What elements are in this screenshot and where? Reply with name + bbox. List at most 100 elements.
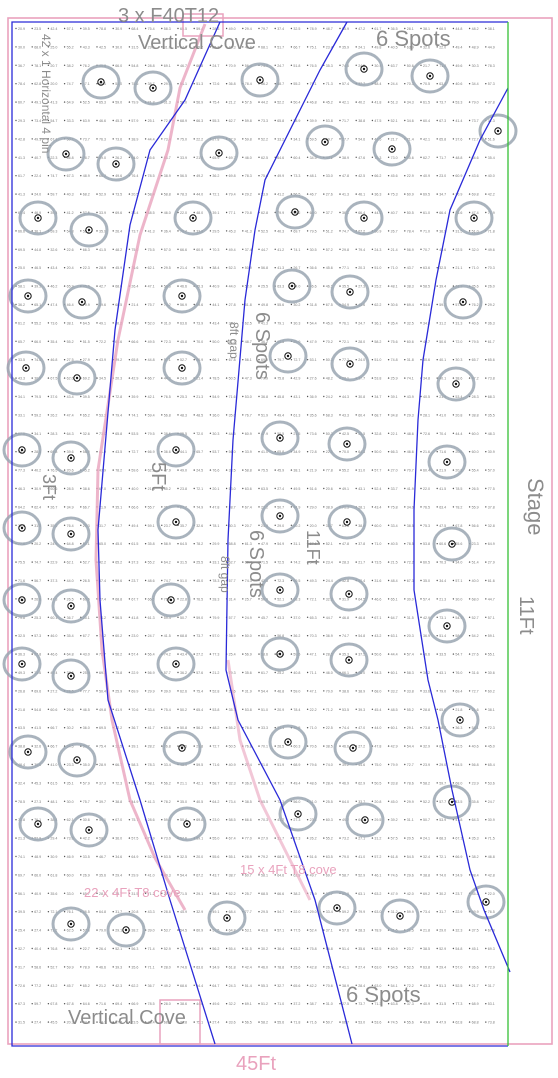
grid-point: [128, 690, 131, 692]
grid-point: [258, 708, 260, 710]
grid-point: [452, 745, 455, 747]
spot-fixture: [162, 278, 202, 314]
grid-value: 45.7: [261, 616, 268, 620]
grid-point: [485, 359, 487, 361]
grid-point: [144, 451, 147, 453]
grid-value: 35.4: [50, 340, 57, 344]
grid-value: 40.5: [391, 542, 398, 546]
grid-value: 44.8: [148, 358, 155, 362]
fixture-ring: [2, 582, 42, 618]
grid-value: 57.6: [310, 542, 317, 546]
grid-point: [420, 359, 422, 361]
grid-value: 34.5: [99, 377, 106, 381]
grid-value: 50.4: [293, 101, 300, 105]
grid-point: [387, 506, 390, 508]
label-dim-11ft-right: 11Ft: [515, 596, 537, 635]
grid-value: 48.8: [455, 156, 462, 160]
fixture-dot: [69, 674, 73, 678]
grid-point: [15, 690, 17, 692]
grid-value: 51.3: [196, 82, 203, 86]
grid-value: 78.6: [407, 781, 414, 785]
grid-value: 35.4: [391, 321, 398, 325]
grid-point: [128, 782, 131, 784]
grid-value: 32.9: [196, 910, 203, 914]
grid-value: 66.6: [180, 248, 187, 252]
grid-value: 71.3: [374, 1002, 381, 1006]
grid-value: 58.3: [293, 597, 300, 601]
grid-value: 65.3: [310, 616, 317, 620]
grid-value: 46.9: [245, 45, 252, 49]
grid-value: 56.9: [180, 303, 187, 307]
grid-value: 30.3: [293, 321, 300, 325]
grid-value: 63.6: [245, 487, 252, 491]
grid-value: 64.5: [358, 597, 365, 601]
grid-value: 38.9: [196, 947, 203, 951]
grid-value: 54.9: [212, 395, 219, 399]
grid-value: 77.3: [212, 653, 219, 657]
grid-point: [242, 947, 244, 950]
grid-point: [209, 156, 212, 158]
grid-value: 53.3: [455, 101, 462, 105]
grid-value: 71.0: [374, 542, 381, 546]
grid-value: 37.3: [115, 487, 122, 491]
grid-value: 38.4: [50, 818, 57, 822]
grid-point: [323, 1003, 325, 1005]
grid-point: [63, 46, 66, 48]
fixture-ring: [69, 812, 109, 848]
grid-point: [31, 819, 33, 821]
grid-value: 60.0: [472, 432, 479, 436]
grid-point: [80, 267, 82, 269]
grid-point: [436, 671, 438, 674]
grid-point: [371, 635, 374, 637]
grid-point: [452, 469, 455, 471]
fixture-ring: [2, 646, 42, 682]
grid-point: [96, 947, 98, 950]
grid-value: 29.2: [245, 193, 252, 197]
grid-value: 74.7: [67, 82, 74, 86]
grid-point: [274, 175, 276, 177]
grid-point: [452, 359, 455, 361]
grid-point: [31, 83, 33, 85]
grid-value: 57.7: [229, 579, 236, 583]
fixture-ring: [260, 420, 300, 456]
grid-value: 36.9: [326, 634, 333, 638]
grid-point: [306, 469, 309, 471]
grid-value: 57.0: [455, 965, 462, 969]
grid-value: 71.5: [180, 892, 187, 896]
grid-point: [258, 340, 260, 342]
grid-point: [258, 690, 260, 692]
grid-value: 20.4: [67, 266, 74, 270]
grid-point: [96, 193, 98, 195]
grid-value: 71.6: [18, 579, 25, 583]
grid-value: 45.2: [83, 469, 90, 473]
grid-value: 29.9: [407, 800, 414, 804]
grid-value: 30.4: [374, 64, 381, 68]
spot-fixture: [278, 796, 318, 832]
grid-value: 64.6: [277, 873, 284, 877]
grid-value: 20.3: [67, 1021, 74, 1025]
grid-value: 54.7: [277, 910, 284, 914]
grid-point: [144, 138, 147, 140]
grid-value: 46.2: [50, 285, 57, 289]
grid-point: [355, 874, 357, 876]
grid-point: [339, 708, 341, 710]
grid-point: [209, 432, 212, 434]
grid-point: [96, 635, 98, 637]
grid-point: [177, 635, 179, 637]
grid-point: [209, 119, 212, 122]
grid-value: 32.5: [439, 266, 446, 270]
grid-point: [15, 561, 17, 563]
grid-value: 31.6: [374, 579, 381, 583]
fixture-ring: [443, 284, 483, 320]
grid-value: 52.4: [310, 929, 317, 933]
grid-value: 57.7: [439, 800, 446, 804]
grid-point: [306, 782, 309, 784]
grid-value: 56.9: [407, 248, 414, 252]
grid-value: 36.7: [131, 726, 138, 730]
grid-value: 43.4: [374, 505, 381, 509]
grid-value: 32.5: [18, 524, 25, 528]
grid-point: [387, 377, 390, 379]
grid-value: 56.5: [115, 616, 122, 620]
grid-point: [31, 469, 33, 471]
grid-value: 25.7: [245, 597, 252, 601]
